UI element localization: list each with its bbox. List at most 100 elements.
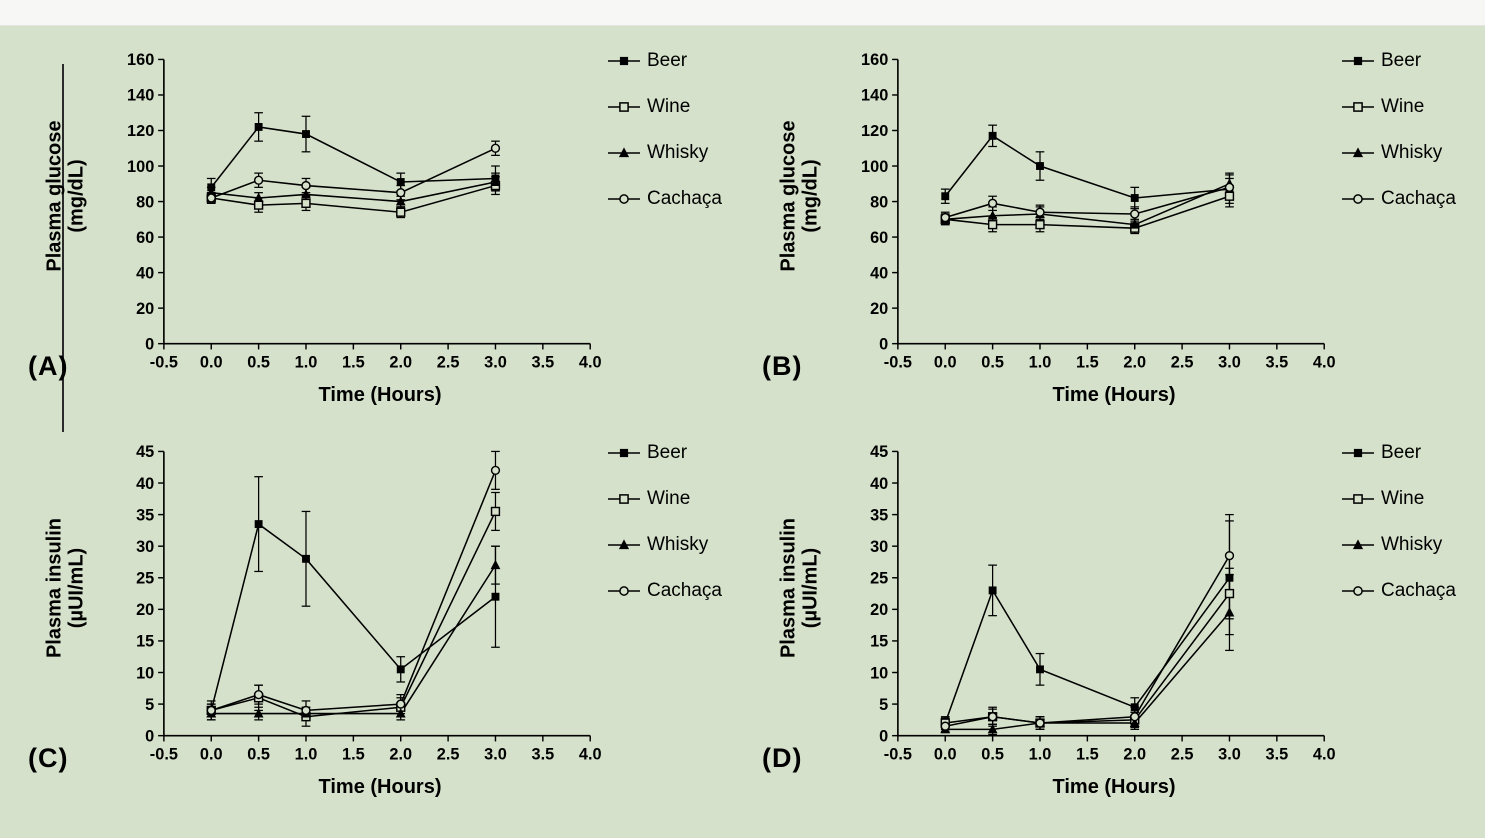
x-tick-label: 0.0 bbox=[934, 354, 957, 372]
line-chart-a-plasma-glucose: -0.5 0.0 0.5 1.0 1.5 2.0 2.5 3.0 3.5 4.0 0 20 40 60 80… bbox=[127, 51, 602, 372]
y-axis-title: Plasma insulin (µUI/mL) bbox=[44, 518, 89, 658]
filled-triangle-icon bbox=[1342, 147, 1374, 158]
x-axis-title: Time (Hours) bbox=[1052, 384, 1176, 406]
panel-b-y-title-area: Plasma glucose (mg/dL) (B) bbox=[756, 46, 838, 414]
series-line-wine bbox=[945, 593, 1231, 724]
legend-label: Whisky bbox=[647, 534, 709, 555]
y-tick-label: 35 bbox=[136, 506, 154, 524]
x-tick-label: 0.5 bbox=[981, 746, 1004, 764]
y-axis-title-line1: Plasma insulin bbox=[43, 517, 66, 659]
filled-square-marker bbox=[254, 123, 263, 131]
open-square-marker bbox=[253, 200, 264, 210]
panel-letter: (B) bbox=[762, 351, 803, 381]
y-tick-label: 20 bbox=[870, 300, 888, 318]
x-tick-label: 1.0 bbox=[1029, 354, 1052, 372]
y-tick-label: 0 bbox=[879, 727, 888, 745]
y-tick-label: 45 bbox=[136, 443, 154, 461]
panel-letter: (D) bbox=[762, 743, 803, 773]
panel-c: Plasma insulin (µUI/mL) (C) -0.5 0.0 0.5 1.… bbox=[22, 438, 742, 806]
legend-item-whisky: Whisky bbox=[1340, 142, 1478, 164]
y-tick-label: 100 bbox=[861, 158, 888, 176]
series-line-whisky bbox=[211, 181, 496, 203]
y-tick-label: 80 bbox=[870, 193, 888, 211]
y-tick-label: 10 bbox=[136, 664, 154, 682]
panels-grid: Plasma glucose (mg/dL) (A) -0.5 0.0 0.5 1.0… bbox=[0, 26, 1485, 806]
legend-label: Wine bbox=[1381, 488, 1425, 509]
filled-square-icon bbox=[608, 448, 640, 458]
open-square-marker bbox=[1224, 191, 1235, 201]
open-square-icon bbox=[608, 102, 640, 112]
line-chart-c-plasma-insulin: -0.5 0.0 0.5 1.0 1.5 2.0 2.5 3.0 3.5 4.0 0 5 10 15 20 2… bbox=[136, 443, 602, 764]
y-tick-label: 0 bbox=[879, 335, 888, 353]
x-tick-label: 2.0 bbox=[1123, 354, 1146, 372]
filled-triangle-marker bbox=[490, 559, 501, 570]
open-circle-marker bbox=[987, 712, 998, 722]
y-tick-label: 20 bbox=[136, 601, 154, 619]
x-tick-label: -0.5 bbox=[884, 354, 912, 372]
legend-label: Cachaça bbox=[1381, 580, 1456, 601]
panel-c-chart-area: -0.5 0.0 0.5 1.0 1.5 2.0 2.5 3.0 3.5 4.0 0 5 10 15 20 2… bbox=[104, 438, 604, 806]
y-tick-label: 30 bbox=[136, 538, 154, 556]
open-circle-marker bbox=[940, 212, 950, 223]
x-tick-label: 3.5 bbox=[1266, 354, 1289, 372]
y-tick-label: 30 bbox=[870, 538, 888, 556]
panel-a-y-title-area: Plasma glucose (mg/dL) (A) bbox=[22, 46, 104, 414]
filled-square-marker bbox=[1036, 162, 1044, 170]
legend-label: Beer bbox=[1381, 442, 1422, 463]
y-tick-label: 120 bbox=[861, 122, 888, 140]
filled-triangle-marker bbox=[395, 196, 406, 206]
filled-triangle-marker bbox=[1224, 607, 1235, 617]
series-line-whisky bbox=[945, 612, 1231, 731]
x-tick-label: 1.5 bbox=[1076, 746, 1099, 764]
legend-label: Cachaça bbox=[647, 188, 722, 209]
y-tick-label: 40 bbox=[870, 475, 888, 493]
y-tick-label: 20 bbox=[870, 601, 888, 619]
legend-label: Beer bbox=[647, 442, 688, 463]
legend-item-beer: Beer bbox=[606, 50, 744, 72]
x-tick-label: 0.5 bbox=[247, 746, 270, 764]
x-tick-label: -0.5 bbox=[150, 354, 178, 372]
x-tick-label: 3.5 bbox=[1266, 746, 1289, 764]
open-square-marker bbox=[1035, 219, 1045, 230]
legend-label: Cachaça bbox=[1381, 188, 1456, 209]
series-line-wine bbox=[945, 195, 1230, 229]
x-tick-label: 4.0 bbox=[579, 354, 602, 372]
filled-triangle-marker bbox=[253, 192, 264, 202]
y-tick-label: 40 bbox=[136, 264, 154, 282]
series-line-beer bbox=[944, 134, 1230, 199]
filled-triangle-marker bbox=[1129, 219, 1140, 229]
open-circle-marker bbox=[206, 705, 216, 716]
open-circle-marker bbox=[987, 198, 998, 208]
y-tick-label: 0 bbox=[145, 727, 154, 745]
legend-label: Beer bbox=[1381, 50, 1422, 71]
legend-label: Whisky bbox=[1381, 142, 1443, 163]
filled-square-marker bbox=[396, 178, 405, 186]
x-tick-label: 2.5 bbox=[1171, 354, 1194, 372]
x-tick-label: 4.0 bbox=[579, 746, 602, 764]
panel-letter: (C) bbox=[28, 743, 69, 773]
y-tick-label: 45 bbox=[870, 443, 888, 461]
legend-item-beer: Beer bbox=[1340, 50, 1478, 72]
filled-square-marker bbox=[1036, 665, 1044, 674]
legend: Beer Wine Whisky Cachaça bbox=[606, 438, 744, 806]
y-axis-title-line2: (µUI/mL) bbox=[800, 547, 822, 629]
filled-square-icon bbox=[608, 56, 640, 66]
open-circle-marker bbox=[396, 188, 406, 198]
y-tick-label: 120 bbox=[127, 122, 154, 140]
y-tick-label: 5 bbox=[879, 696, 888, 714]
x-tick-label: 3.0 bbox=[1218, 746, 1241, 764]
filled-square-marker bbox=[302, 130, 310, 138]
y-tick-label: 10 bbox=[870, 664, 888, 682]
filled-triangle-marker bbox=[1129, 717, 1140, 727]
open-circle-marker bbox=[1224, 551, 1235, 561]
legend: Beer Wine Whisky Cachaça bbox=[1340, 438, 1478, 806]
y-axis-title-line1: Plasma glucose bbox=[43, 120, 66, 272]
x-tick-label: 0.0 bbox=[200, 354, 223, 372]
y-axis-title-line2: (mg/dL) bbox=[66, 159, 88, 233]
open-circle-marker bbox=[253, 175, 264, 185]
open-square-icon bbox=[1342, 102, 1374, 112]
legend-item-cachaa: Cachaça bbox=[606, 188, 744, 210]
x-axis-title: Time (Hours) bbox=[1052, 776, 1176, 798]
x-axis-title: Time (Hours) bbox=[318, 776, 442, 798]
open-square-icon bbox=[1342, 494, 1374, 504]
